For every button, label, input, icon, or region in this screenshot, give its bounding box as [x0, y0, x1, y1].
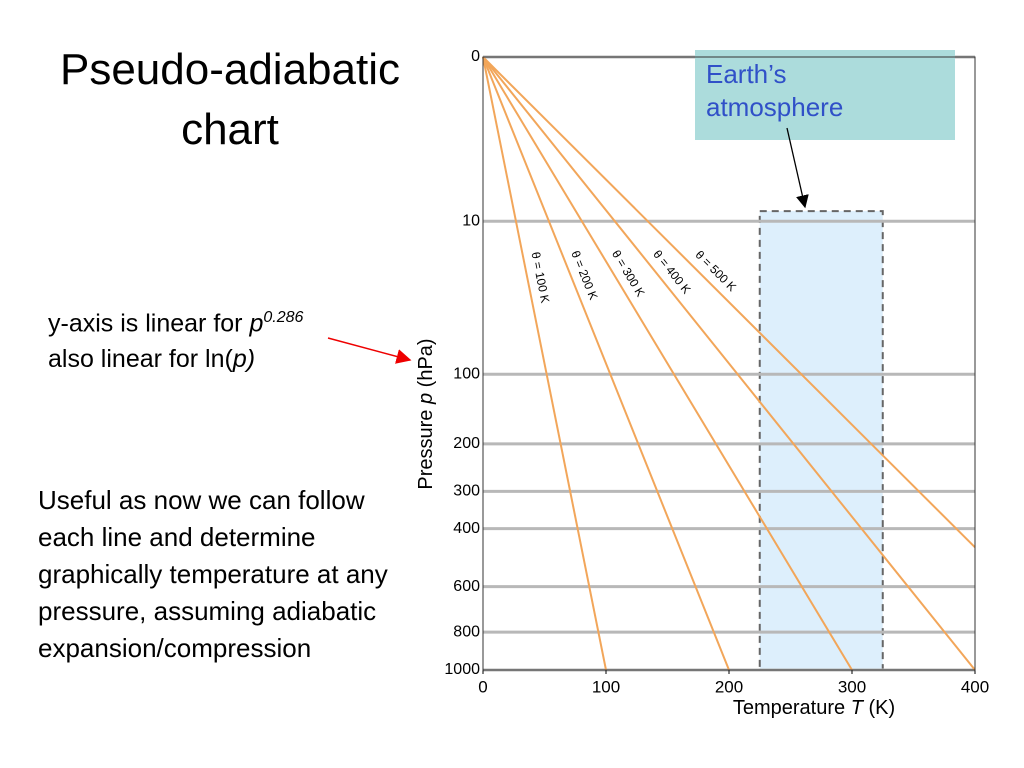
- series-line: [482, 56, 976, 549]
- y-tick-label: 300: [453, 483, 480, 500]
- line-label: θ = 500 K: [693, 248, 740, 294]
- x-axis-label: Temperature T (K): [733, 697, 895, 719]
- note-var: p: [232, 345, 247, 374]
- x-tick-label: 300: [838, 677, 866, 696]
- note-scale: y-axis is linear for p0.286 also linear …: [48, 300, 303, 377]
- series-line: [482, 56, 976, 671]
- series-line: [482, 56, 730, 671]
- series-line: [482, 56, 853, 671]
- x-tick-label: 100: [592, 677, 620, 696]
- y-tick-label: 400: [453, 520, 480, 537]
- plot-frame: [482, 56, 976, 671]
- y-axis-label: Pressure p (hPa): [415, 338, 437, 489]
- y-tick-label: 200: [453, 435, 480, 452]
- y-tick-label: 10: [462, 212, 480, 229]
- y-tick-label: 100: [453, 366, 480, 383]
- y-tick-label: 800: [453, 623, 480, 640]
- note-text: y-axis is linear for: [48, 309, 250, 338]
- x-tick-label: 0: [478, 677, 487, 696]
- series-line: [482, 56, 607, 671]
- y-tick-label: 600: [453, 578, 480, 595]
- x-tick-label: 400: [961, 677, 989, 696]
- slide-title: Pseudo-adiabatic chart: [59, 45, 400, 154]
- line-label: θ = 400 K: [650, 247, 693, 296]
- region: [758, 210, 884, 671]
- note-text: also linear for ln(: [48, 345, 233, 374]
- y-tick-label: 0: [471, 48, 480, 65]
- note-text: ): [246, 345, 256, 374]
- note-var: p: [249, 309, 264, 338]
- note-exponent: 0.286: [263, 309, 304, 326]
- annotation-arrow: [786, 127, 809, 209]
- x-tick-label: 200: [715, 677, 743, 696]
- annotation-box: [695, 50, 955, 140]
- y-tick-label: 1000: [444, 661, 480, 678]
- note-usage: Useful as now we can follow each line an…: [38, 485, 388, 663]
- line-label: θ = 200 K: [568, 249, 600, 302]
- note-arrow: [327, 337, 412, 364]
- annotation-text: Earth’s atmosphere: [706, 59, 844, 122]
